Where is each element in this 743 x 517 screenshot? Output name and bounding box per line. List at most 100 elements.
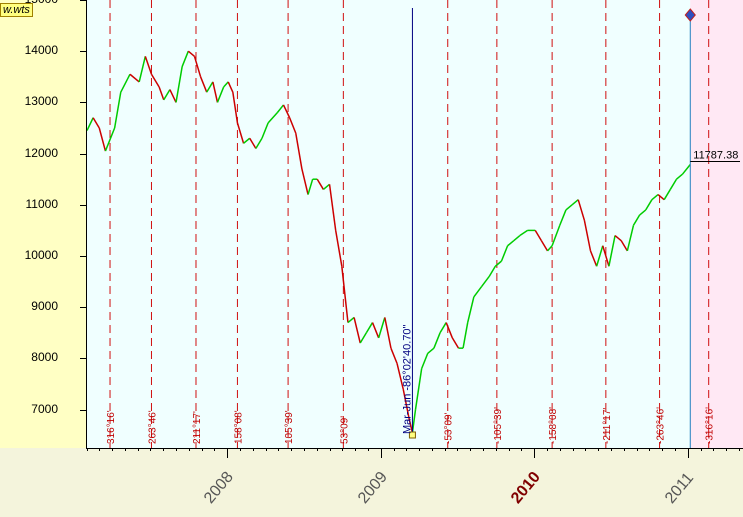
angle-label: 158°08'	[233, 410, 244, 444]
x-minor-tick	[572, 448, 574, 451]
price-segment	[632, 214, 641, 226]
x-minor-tick	[265, 448, 267, 451]
price-segment	[288, 117, 297, 134]
x-minor-tick	[495, 448, 497, 451]
x-minor-tick	[585, 448, 587, 451]
price-segment	[390, 347, 398, 364]
price-segment	[414, 368, 423, 410]
x-minor-tick	[483, 448, 485, 451]
x-minor-tick	[419, 448, 421, 451]
angle-label: 316°16'	[106, 410, 117, 444]
price-segment	[347, 316, 355, 324]
file-label[interactable]: w.wts	[0, 3, 33, 17]
price-segment	[104, 127, 116, 152]
price-segment	[295, 132, 303, 170]
price-segment	[223, 81, 229, 88]
y-tick-mark	[80, 409, 86, 411]
y-tick-label: 11000	[25, 196, 58, 211]
price-segment	[657, 193, 665, 201]
x-minor-tick	[86, 448, 88, 451]
y-tick-label: 7000	[31, 401, 58, 416]
price-segment	[98, 127, 107, 152]
price-segment	[199, 76, 208, 93]
y-tick-label: 8000	[31, 350, 58, 365]
price-segment	[626, 225, 635, 252]
x-major-tick	[534, 448, 536, 458]
plot-area[interactable]: 316°16' 263°46' 211°17' 158°08' 105°39' 53°09…	[86, 0, 743, 448]
price-segment	[559, 209, 567, 226]
price-segment	[120, 73, 131, 93]
price-segment	[602, 245, 610, 267]
price-segment	[175, 66, 183, 103]
x-minor-tick	[598, 448, 600, 451]
price-segment	[551, 225, 561, 247]
price-segment	[187, 50, 195, 57]
angle-label: -158°08'	[548, 407, 559, 444]
price-segment	[163, 89, 171, 101]
y-tick-mark	[80, 51, 86, 53]
x-minor-tick	[291, 448, 293, 451]
last-value-label: 11787.38	[693, 149, 738, 161]
price-segment	[316, 178, 325, 190]
price-segment	[261, 122, 269, 139]
x-minor-tick	[713, 448, 715, 451]
angle-label: 53°09'	[339, 416, 350, 444]
price-segment	[480, 276, 490, 288]
cursor-marker	[408, 431, 416, 439]
angle-label: -105°39'	[493, 407, 504, 444]
x-minor-tick	[188, 448, 190, 451]
price-segment	[402, 388, 411, 420]
price-segment	[513, 234, 521, 242]
price-segment	[227, 81, 234, 93]
price-segment	[583, 220, 592, 252]
price-segment	[451, 337, 460, 349]
price-segment	[571, 199, 579, 206]
price-segment	[462, 322, 469, 349]
price-segment	[445, 322, 454, 339]
x-minor-tick	[176, 448, 178, 451]
x-axis-line	[86, 448, 743, 449]
price-segment	[365, 322, 374, 334]
price-segment	[639, 209, 647, 216]
y-tick-mark	[80, 153, 86, 155]
x-minor-tick	[470, 448, 472, 451]
price-segment	[577, 199, 586, 221]
price-segment	[334, 230, 343, 267]
price-segment	[651, 193, 659, 201]
price-segment	[565, 204, 573, 211]
x-tick-label: 2010	[508, 468, 545, 507]
price-segment	[669, 178, 678, 190]
price-segment	[682, 164, 691, 175]
price-segment	[129, 73, 140, 83]
y-tick-mark	[80, 0, 86, 1]
price-segment	[267, 112, 278, 124]
price-segment	[427, 347, 435, 354]
price-segment	[494, 260, 502, 267]
x-minor-tick	[623, 448, 625, 451]
price-segment	[500, 245, 509, 262]
x-minor-tick	[124, 448, 126, 451]
x-minor-tick	[726, 448, 728, 451]
price-segment	[113, 92, 122, 129]
x-tick-label: 2008	[201, 468, 238, 507]
price-segment	[546, 245, 553, 252]
y-axis-panel: 15000 14000 13000 12000 11000 10000 9000 8000 70…	[0, 0, 86, 448]
cursor-label: Mar-Jun -86°02'40.70"	[401, 324, 413, 434]
price-segment	[675, 173, 684, 180]
x-minor-tick	[99, 448, 101, 451]
price-segment	[307, 178, 314, 195]
price-segment	[589, 250, 598, 267]
price-segment	[276, 104, 285, 114]
price-segment	[371, 322, 380, 339]
angle-label: 105°39'	[284, 410, 295, 444]
y-tick-label: 9000	[31, 299, 58, 314]
x-minor-tick	[738, 448, 740, 451]
price-segment	[473, 286, 483, 298]
y-tick-label: 13000	[24, 94, 58, 109]
y-tick-mark	[80, 102, 86, 104]
price-segment	[620, 240, 628, 252]
x-major-tick	[687, 448, 689, 458]
price-segment	[519, 229, 528, 237]
price-segment	[92, 117, 100, 129]
x-minor-tick	[303, 448, 305, 451]
